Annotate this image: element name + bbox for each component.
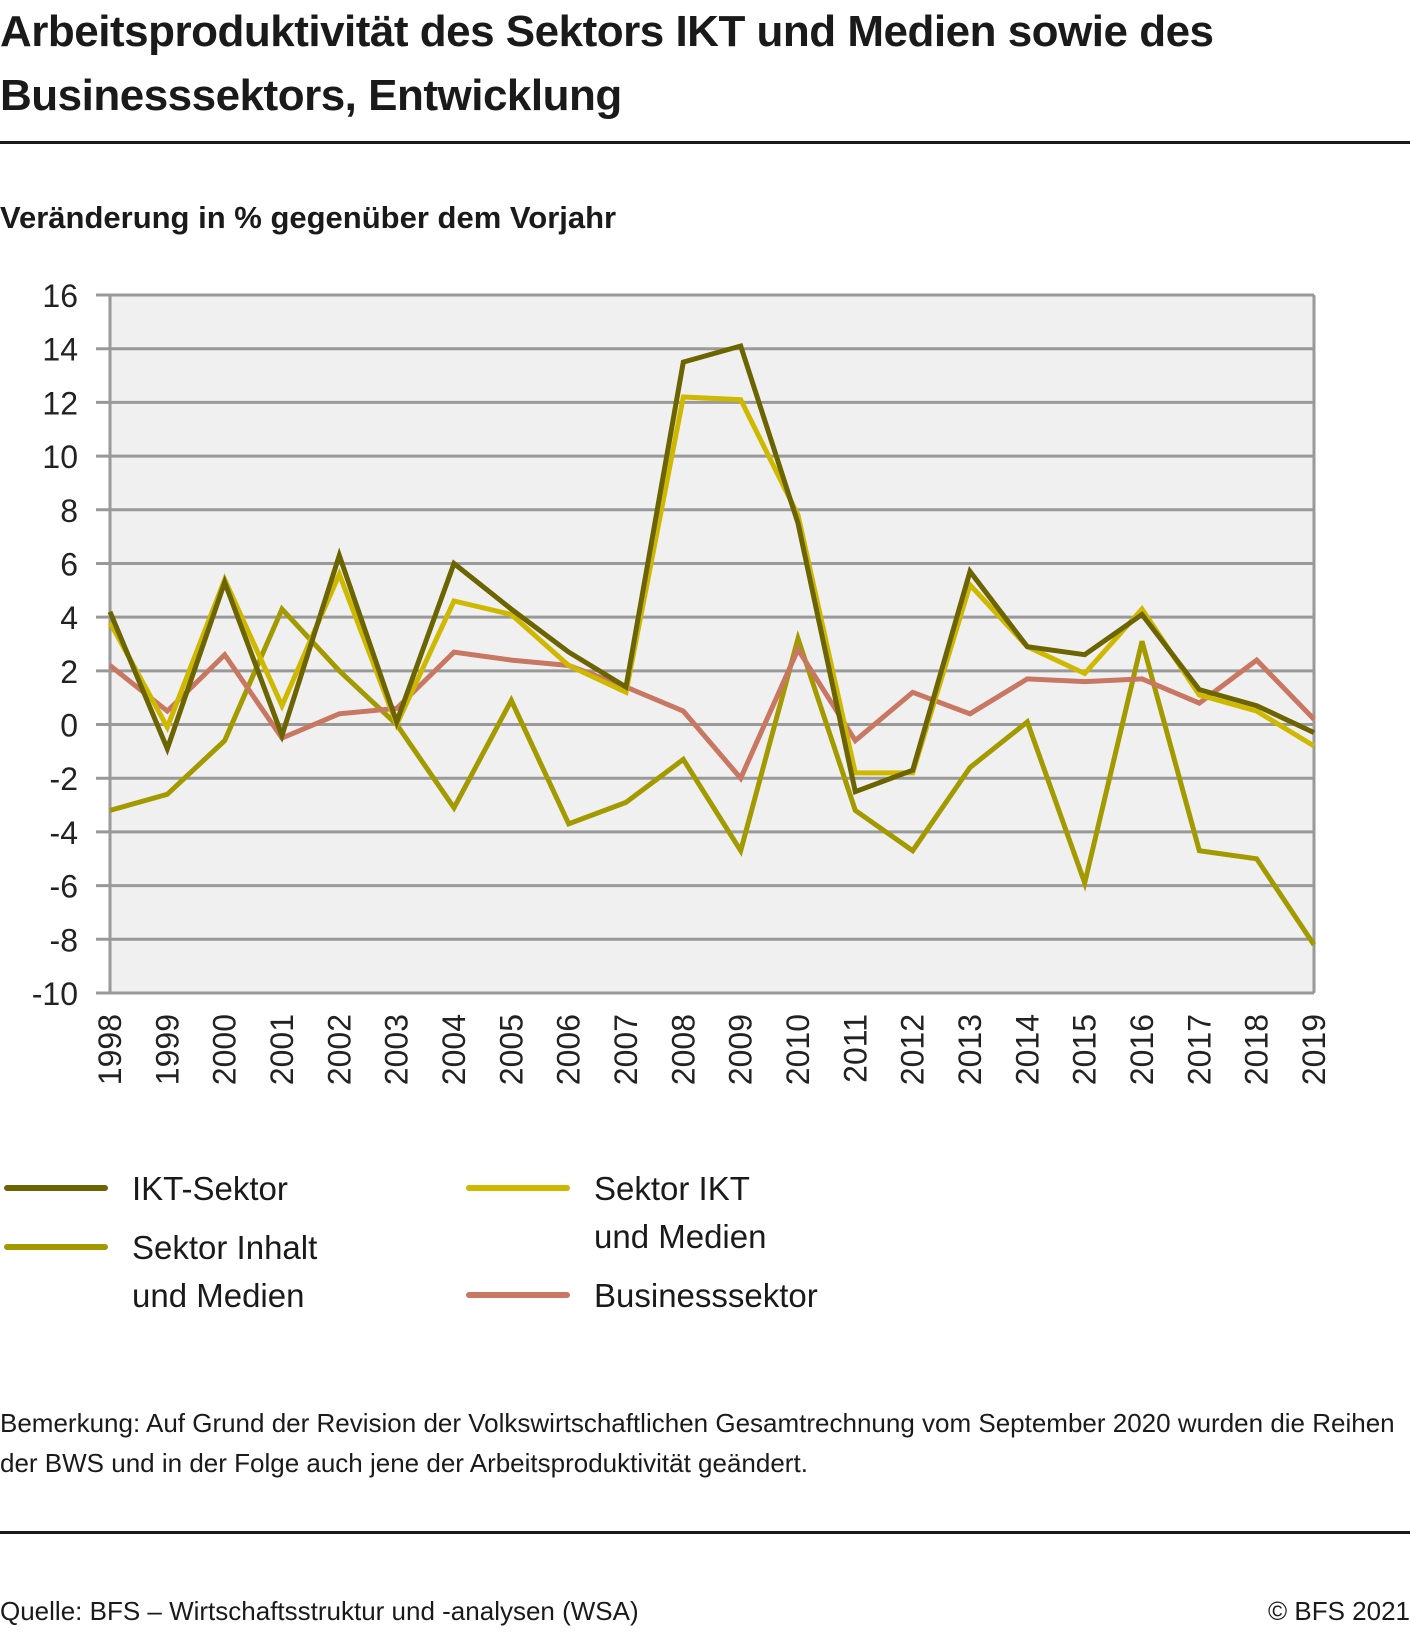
x-tick-label: 2005 [493,1014,529,1085]
y-tick-label: 2 [60,654,78,690]
x-tick-label: 2015 [1067,1014,1103,1085]
x-tick-label: 2000 [207,1014,243,1085]
x-tick-label: 2007 [608,1014,644,1085]
x-tick-label: 1998 [92,1014,128,1085]
y-tick-label: -6 [50,869,78,905]
y-tick-label: 14 [42,332,78,368]
x-tick-label: 2006 [551,1014,587,1085]
x-tick-label: 2014 [1009,1014,1045,1085]
y-tick-label: 0 [60,708,78,744]
y-tick-label: -2 [50,761,78,797]
legend-label: IKT-Sektor [132,1170,288,1207]
y-tick-label: -8 [50,922,78,958]
legend-label: Businesssektor [594,1277,818,1314]
x-tick-label: 2013 [952,1014,988,1085]
source-text: Quelle: BFS – Wirtschaftsstruktur und -a… [0,1596,639,1626]
legend-label: Sektor IKT und Medien [594,1170,767,1255]
y-tick-label: 4 [60,600,78,636]
series-line-ikt-sektor [107,342,1316,796]
chart-title: Arbeitsproduktivität des Sektors IKT und… [0,7,1214,120]
x-tick-label: 2004 [436,1014,472,1085]
x-tick-label: 2001 [264,1014,300,1085]
legend-item-ikt-medien: Sektor IKT und Medien [466,1165,766,1261]
x-tick-label: 2016 [1124,1014,1160,1085]
y-tick-label: 12 [42,385,78,421]
x-tick-label: 2003 [379,1014,415,1085]
x-tick-label: 2011 [837,1014,873,1083]
y-tick-label: 8 [60,493,78,529]
footer-divider [0,1531,1410,1534]
chart-subtitle: Veränderung in % gegenüber dem Vorjahr [0,200,617,235]
x-tick-label: 2008 [665,1014,701,1085]
y-tick-label: 10 [42,439,78,475]
x-tick-label: 1999 [149,1014,185,1085]
y-tick-label: 16 [42,278,78,314]
title-divider [0,141,1410,144]
footnote: Bemerkung: Auf Grund der Revision der Vo… [0,1408,1395,1478]
legend-swatch [466,1292,570,1298]
y-tick-label: -4 [50,815,78,851]
legend-item-businesssektor: Businesssektor [466,1272,818,1320]
legend-item-inhalt-medien: Sektor Inhalt und Medien [4,1224,317,1320]
x-tick-label: 2012 [895,1014,931,1085]
y-tick-label: -10 [32,976,78,1012]
legend-label: Sektor Inhalt und Medien [132,1229,318,1314]
legend-swatch [4,1244,108,1250]
x-tick-label: 2010 [780,1014,816,1085]
legend-swatch [4,1185,108,1191]
x-tick-label: 2002 [321,1014,357,1085]
x-tick-label: 2009 [723,1014,759,1085]
x-tick-label: 2019 [1296,1014,1332,1085]
copyright-text: © BFS 2021 [1267,1596,1410,1626]
x-tick-label: 2018 [1239,1014,1275,1085]
legend-item-ikt-sektor: IKT-Sektor [4,1165,288,1213]
series-line-businesssektor [108,644,1316,783]
line-chart: 16 14 12 10 8 6 4 2 0 -2 -4 -6 -8 -10 1998 1999 2000 200… [32,278,1332,1085]
x-tick-label: 2017 [1181,1014,1217,1085]
legend-swatch [466,1185,570,1191]
y-tick-label: 6 [60,546,78,582]
